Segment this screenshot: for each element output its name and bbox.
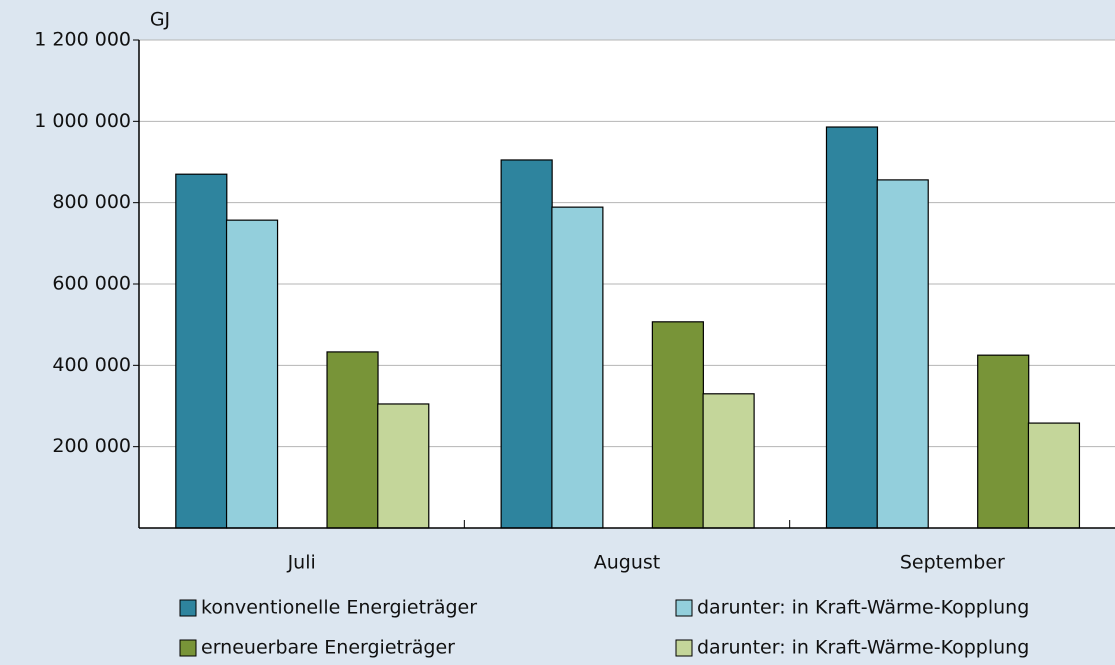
bar — [225, 219, 279, 529]
bar — [825, 126, 879, 529]
x-tick-label: September — [900, 552, 1005, 574]
bar — [326, 351, 379, 529]
bar — [175, 173, 228, 529]
bar — [500, 159, 553, 529]
bar — [651, 321, 704, 529]
legend-swatch — [675, 599, 693, 617]
x-tick-label: August — [594, 552, 661, 574]
y-tick-label: 1 200 000 — [34, 29, 131, 51]
legend-swatch — [675, 639, 693, 657]
y-tick-label: 1 000 000 — [34, 110, 131, 132]
legend-label: konventionelle Energieträger — [201, 597, 477, 619]
bar — [876, 179, 929, 529]
legend-label: erneuerbare Energieträger — [201, 637, 455, 659]
bar — [1027, 422, 1081, 529]
y-tick-label: 200 000 — [52, 435, 131, 457]
bar — [977, 354, 1030, 529]
legend-label: darunter: in Kraft-Wärme-Kopplung — [697, 637, 1029, 659]
y-unit: GJ — [150, 9, 170, 31]
bar — [377, 403, 430, 529]
bar — [702, 393, 755, 529]
legend-swatch — [179, 639, 197, 657]
y-tick-label: 600 000 — [52, 273, 131, 295]
legend-swatch — [179, 599, 197, 617]
y-tick-label: 800 000 — [52, 191, 131, 213]
bar — [551, 206, 604, 529]
legend-label: darunter: in Kraft-Wärme-Kopplung — [697, 597, 1029, 619]
y-tick-label: 400 000 — [52, 354, 131, 376]
x-tick-label: Juli — [287, 552, 316, 574]
